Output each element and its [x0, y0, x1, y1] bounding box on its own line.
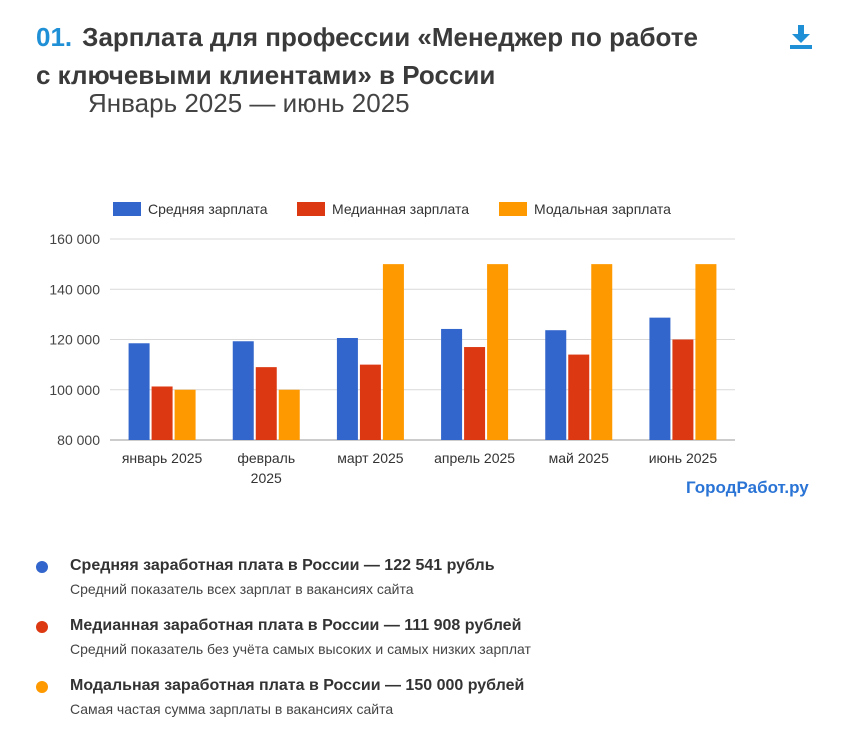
- legend-label: Модальная зарплата: [534, 201, 671, 217]
- title-line-2: с ключевыми клиентами» в России: [36, 60, 496, 90]
- title-line-1: Зарплата для профессии «Менеджер по рабо…: [82, 22, 698, 52]
- bar: [359, 364, 381, 440]
- bar: [278, 389, 300, 440]
- legend-label: Средняя зарплата: [148, 201, 268, 217]
- x-tick-label: январь 2025: [122, 450, 203, 466]
- chart-header: 01. Зарплата для профессии «Менеджер по р…: [36, 18, 816, 94]
- bar: [174, 389, 196, 440]
- x-tick-label: март 2025: [337, 450, 404, 466]
- bar: [441, 328, 463, 440]
- x-tick-label: февраль: [237, 450, 295, 466]
- y-tick-label: 80 000: [57, 432, 100, 448]
- stat-subtitle-average: Средний показатель всех зарплат в ваканс…: [70, 581, 414, 597]
- period-subtitle: Январь 2025 — июнь 2025: [88, 88, 410, 118]
- y-tick-label: 100 000: [49, 382, 100, 398]
- x-tick-label: май 2025: [549, 450, 609, 466]
- stat-title-mode: Модальная заработная плата в России — 15…: [70, 677, 525, 694]
- bar: [695, 264, 717, 440]
- stat-title-average: Средняя заработная плата в России — 122 …: [70, 557, 495, 574]
- stat-dot-median: [36, 621, 48, 633]
- bar: [151, 386, 173, 440]
- bar: [336, 337, 358, 440]
- stat-item-mode: Модальная заработная плата в России — 15…: [36, 675, 816, 735]
- legend-label: Медианная зарплата: [332, 201, 469, 217]
- x-tick-label: апрель 2025: [434, 450, 515, 466]
- x-tick-label: июнь 2025: [649, 450, 718, 466]
- stat-subtitle-mode: Самая частая сумма зарплаты в вакансиях …: [70, 701, 394, 717]
- bar: [591, 264, 613, 440]
- bar: [382, 264, 404, 440]
- stat-subtitle-median: Средний показатель без учёта самых высок…: [70, 641, 531, 657]
- section-number: 01.: [36, 22, 73, 52]
- bar: [545, 330, 567, 440]
- download-icon[interactable]: [786, 22, 816, 52]
- bar-chart: 80 000 100 000 120 000 140 000 160 000 Средня…: [49, 201, 735, 485]
- bar: [464, 347, 486, 440]
- legend-swatch: [113, 202, 141, 216]
- bar: [232, 341, 254, 440]
- stats-list: Средняя заработная плата в России — 122 …: [36, 555, 816, 735]
- bar: [649, 317, 671, 440]
- stat-title-median: Медианная заработная плата в России — 11…: [70, 617, 522, 634]
- brand-logo[interactable]: ГородРабот.ру: [686, 478, 809, 497]
- bar: [568, 354, 590, 440]
- y-tick-label: 120 000: [49, 332, 100, 348]
- page-title: 01. Зарплата для профессии «Менеджер по р…: [36, 18, 816, 56]
- legend-swatch: [499, 202, 527, 216]
- legend-swatch: [297, 202, 325, 216]
- stat-dot-mode: [36, 681, 48, 693]
- bar: [672, 339, 694, 440]
- y-tick-label: 140 000: [49, 281, 100, 297]
- bar: [128, 343, 150, 440]
- stat-item-median: Медианная заработная плата в России — 11…: [36, 615, 816, 675]
- stat-item-average: Средняя заработная плата в России — 122 …: [36, 555, 816, 615]
- y-tick-label: 160 000: [49, 231, 100, 247]
- bar: [487, 264, 509, 440]
- bar: [255, 367, 277, 440]
- stat-dot-average: [36, 561, 48, 573]
- x-tick-label: 2025: [251, 470, 282, 485]
